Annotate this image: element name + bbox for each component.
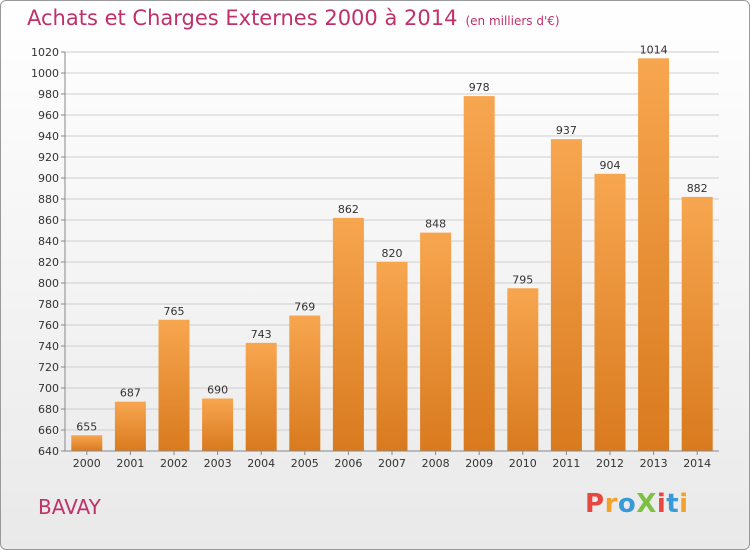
logo-letter: t bbox=[666, 489, 680, 519]
y-tick-label: 720 bbox=[38, 361, 59, 374]
bar-2000 bbox=[71, 435, 103, 451]
logo-letter: i bbox=[679, 489, 689, 519]
x-tick-label: 2000 bbox=[73, 457, 101, 470]
y-axis-ticks: 640 660 680 700 720 740 760 780 800 820 840 860 880 9… bbox=[31, 46, 65, 458]
bar-2012 bbox=[594, 173, 626, 452]
x-tick-label: 2008 bbox=[422, 457, 450, 470]
x-tick-label: 2010 bbox=[509, 457, 537, 470]
data-label-2003: 690 bbox=[207, 384, 228, 397]
data-label-2007: 820 bbox=[382, 247, 403, 260]
y-tick-label: 760 bbox=[38, 319, 59, 332]
data-label-2012: 904 bbox=[600, 159, 621, 172]
bar-2010 bbox=[507, 288, 539, 451]
bar-2001 bbox=[114, 401, 146, 451]
x-tick-label: 2011 bbox=[552, 457, 580, 470]
bar-2014 bbox=[681, 196, 713, 451]
x-tick-label: 2002 bbox=[160, 457, 188, 470]
y-tick-label: 880 bbox=[38, 193, 59, 206]
bar-2005 bbox=[289, 315, 321, 451]
chart-subtitle: (en milliers d'€) bbox=[465, 14, 560, 28]
x-tick-label: 2004 bbox=[247, 457, 275, 470]
x-tick-label: 2014 bbox=[683, 457, 711, 470]
y-tick-label: 940 bbox=[38, 130, 59, 143]
proxiti-logo: ProXiti bbox=[585, 489, 689, 519]
data-label-2009: 978 bbox=[469, 81, 490, 94]
data-label-2000: 655 bbox=[76, 420, 97, 433]
bar-2007 bbox=[376, 262, 408, 451]
y-tick-label: 980 bbox=[38, 88, 59, 101]
data-label-2002: 765 bbox=[164, 305, 185, 318]
data-label-2014: 882 bbox=[687, 182, 708, 195]
y-tick-label: 820 bbox=[38, 256, 59, 269]
y-tick-label: 700 bbox=[38, 382, 59, 395]
bar-2009 bbox=[463, 96, 495, 451]
data-label-2001: 687 bbox=[120, 387, 141, 400]
y-tick-label: 920 bbox=[38, 151, 59, 164]
y-tick-label: 660 bbox=[38, 424, 59, 437]
y-tick-label: 860 bbox=[38, 214, 59, 227]
bar-2006 bbox=[332, 217, 364, 451]
data-label-2011: 937 bbox=[556, 124, 577, 137]
data-label-2008: 848 bbox=[425, 218, 446, 231]
y-tick-label: 640 bbox=[38, 445, 59, 458]
bar-2008 bbox=[420, 232, 452, 451]
bars bbox=[71, 58, 713, 452]
data-label-2004: 743 bbox=[251, 328, 272, 341]
x-tick-label: 2006 bbox=[334, 457, 362, 470]
data-label-2010: 795 bbox=[512, 273, 533, 286]
bar-2002 bbox=[158, 319, 190, 451]
title-row: Achats et Charges Externes 2000 à 2014 (e… bbox=[27, 6, 560, 30]
y-tick-label: 1020 bbox=[31, 46, 59, 59]
logo-letter: P bbox=[585, 489, 605, 519]
x-tick-label: 2007 bbox=[378, 457, 406, 470]
data-label-2005: 769 bbox=[294, 301, 315, 314]
y-tick-label: 800 bbox=[38, 277, 59, 290]
logo-letter: r bbox=[604, 489, 618, 519]
x-tick-label: 2003 bbox=[204, 457, 232, 470]
bar-2013 bbox=[638, 58, 670, 452]
logo-letter: X bbox=[636, 489, 657, 519]
x-tick-label: 2009 bbox=[465, 457, 493, 470]
commune-name: BAVAY bbox=[38, 495, 101, 519]
x-tick-label: 2005 bbox=[291, 457, 319, 470]
y-tick-label: 740 bbox=[38, 340, 59, 353]
bar-2011 bbox=[550, 139, 582, 451]
x-tick-label: 2001 bbox=[116, 457, 144, 470]
logo-letter: o bbox=[617, 489, 637, 519]
data-label-2006: 862 bbox=[338, 203, 359, 216]
x-tick-label: 2013 bbox=[640, 457, 668, 470]
bar-2003 bbox=[202, 398, 234, 451]
y-tick-label: 900 bbox=[38, 172, 59, 185]
x-tick-label: 2012 bbox=[596, 457, 624, 470]
y-tick-label: 840 bbox=[38, 235, 59, 248]
y-tick-label: 680 bbox=[38, 403, 59, 416]
y-tick-label: 780 bbox=[38, 298, 59, 311]
chart-title: Achats et Charges Externes 2000 à 2014 bbox=[27, 6, 458, 30]
y-tick-label: 1000 bbox=[31, 67, 59, 80]
data-labels: 655 687 765 690 743 769 862 820 848 978 795 937 904 1… bbox=[76, 43, 707, 433]
data-label-2013: 1014 bbox=[640, 43, 668, 56]
x-axis-ticks: 2000 2001 2002 2003 2004 2005 2006 2007 2008 2009… bbox=[73, 451, 711, 470]
logo-letter: i bbox=[656, 489, 667, 519]
bar-2004 bbox=[245, 342, 277, 451]
y-tick-label: 960 bbox=[38, 109, 59, 122]
